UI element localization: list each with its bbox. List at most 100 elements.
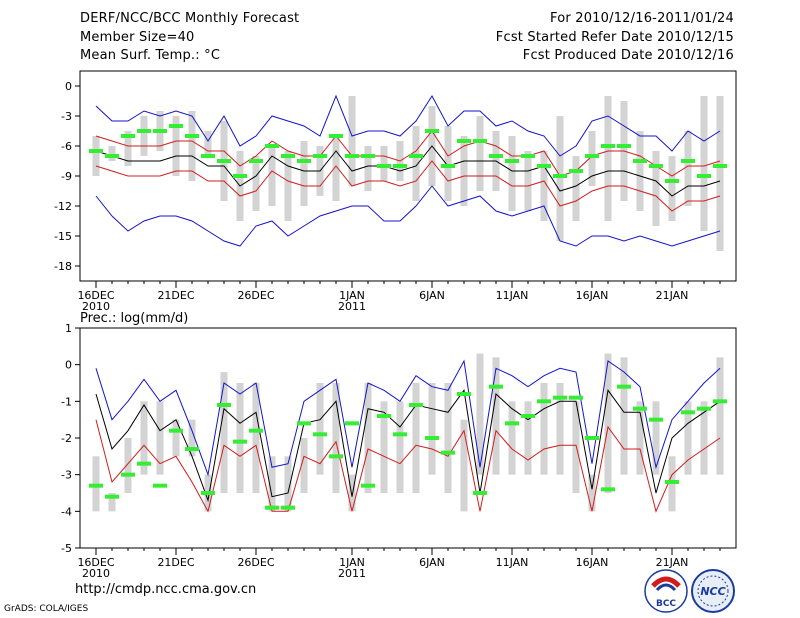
obs-marker xyxy=(217,159,231,163)
obs-marker xyxy=(473,491,487,495)
obs-marker xyxy=(649,417,663,422)
spread-bar xyxy=(124,438,132,493)
obs-marker xyxy=(329,454,343,459)
obs-marker xyxy=(265,505,279,510)
spread-bar xyxy=(684,131,692,206)
x-tick-label: 1JAN xyxy=(339,289,365,302)
x-tick-label: 21DEC xyxy=(157,556,194,569)
spread-bar xyxy=(268,456,276,512)
obs-marker xyxy=(281,505,295,510)
variable-label: Mean Surf. Temp.: °C xyxy=(80,48,221,63)
x-tick-label: 11JAN xyxy=(496,289,529,302)
x-tick-label: 6JAN xyxy=(419,556,445,569)
grads-credit: GrADS: COLA/IGES xyxy=(4,604,89,614)
obs-marker xyxy=(665,179,679,183)
obs-marker xyxy=(697,406,711,411)
obs-marker xyxy=(489,384,503,389)
y-tick-label: 1 xyxy=(65,322,72,335)
spread-bar xyxy=(124,131,132,166)
spread-bar xyxy=(364,146,372,191)
obs-marker xyxy=(665,480,679,484)
obs-marker xyxy=(585,436,599,440)
spread-bar xyxy=(188,111,196,181)
spread-bar xyxy=(156,401,164,475)
x-tick-year-label: 2010 xyxy=(82,567,110,580)
upper-quartile-line xyxy=(95,130,721,177)
obs-marker xyxy=(425,436,439,440)
obs-marker xyxy=(713,164,727,168)
obs-marker xyxy=(89,149,103,153)
obs-marker xyxy=(313,432,327,437)
obs-marker xyxy=(521,414,535,418)
spread-bar xyxy=(716,96,724,251)
spread-bar xyxy=(412,126,420,201)
spread-bar xyxy=(220,372,228,493)
spread-bar xyxy=(380,146,388,181)
footer-url[interactable]: http://cmdp.ncc.cma.gov.cn xyxy=(75,582,257,597)
y-tick-label: 0 xyxy=(65,80,72,93)
min-line xyxy=(95,185,721,247)
ncc-logo-icon: NCC xyxy=(691,569,735,613)
spread-bar xyxy=(588,131,596,186)
y-tick-label: -18 xyxy=(54,260,72,273)
x-tick-label: 16JAN xyxy=(576,556,609,569)
spread-bar xyxy=(140,116,148,156)
spread-bar xyxy=(636,131,644,211)
obs-marker xyxy=(505,159,519,163)
obs-marker xyxy=(313,154,327,158)
fcst-produced-date: Fcst Produced Date 2010/12/16 xyxy=(522,48,734,63)
min-line xyxy=(95,419,721,513)
spread-bar xyxy=(636,401,644,475)
member-size: Member Size=40 xyxy=(80,30,195,45)
obs-marker xyxy=(457,392,471,396)
obs-marker xyxy=(601,487,615,492)
spread-bar xyxy=(540,151,548,221)
x-tick-label: 11JAN xyxy=(496,556,529,569)
spread-bar xyxy=(332,136,340,201)
spread-bar xyxy=(92,136,100,176)
obs-marker xyxy=(473,139,487,143)
max-line xyxy=(95,94,721,157)
spread-bar xyxy=(252,383,260,493)
y-tick-label: -15 xyxy=(54,230,72,243)
spread-bar xyxy=(524,151,532,211)
obs-marker xyxy=(441,164,455,168)
obs-marker xyxy=(233,174,247,178)
spread-bar xyxy=(140,401,148,475)
obs-marker xyxy=(345,421,359,426)
spread-bar xyxy=(300,438,308,493)
y-tick-label: -9 xyxy=(61,170,72,183)
spread-bar xyxy=(652,401,660,475)
obs-marker xyxy=(585,154,599,158)
obs-marker xyxy=(361,483,375,488)
x-tick-label: 26DEC xyxy=(237,556,274,569)
spread-bar xyxy=(716,357,724,475)
obs-marker xyxy=(697,174,711,178)
chart-title: DERF/NCC/BCC Monthly Forecast xyxy=(80,11,300,26)
obs-marker xyxy=(601,144,615,148)
spread-bar xyxy=(572,156,580,221)
obs-marker xyxy=(633,159,647,163)
obs-marker xyxy=(537,399,551,404)
x-tick-label: 16DEC xyxy=(77,556,114,569)
obs-marker xyxy=(297,421,311,426)
spread-bar xyxy=(444,383,452,493)
spread-bar xyxy=(188,419,196,457)
spread-bar xyxy=(284,151,292,221)
obs-marker xyxy=(105,154,119,158)
obs-marker xyxy=(249,159,263,163)
spread-bar xyxy=(604,96,612,221)
spread-bar xyxy=(268,146,276,206)
obs-marker xyxy=(105,494,119,499)
obs-marker xyxy=(361,154,375,158)
obs-marker xyxy=(153,483,167,488)
precip-title: Prec.: log(mm/d) xyxy=(80,311,188,326)
obs-marker xyxy=(201,491,215,495)
obs-marker xyxy=(201,154,215,158)
obs-marker xyxy=(553,395,567,400)
obs-marker xyxy=(409,154,423,158)
spread-bar xyxy=(348,96,356,186)
obs-marker xyxy=(121,472,135,477)
